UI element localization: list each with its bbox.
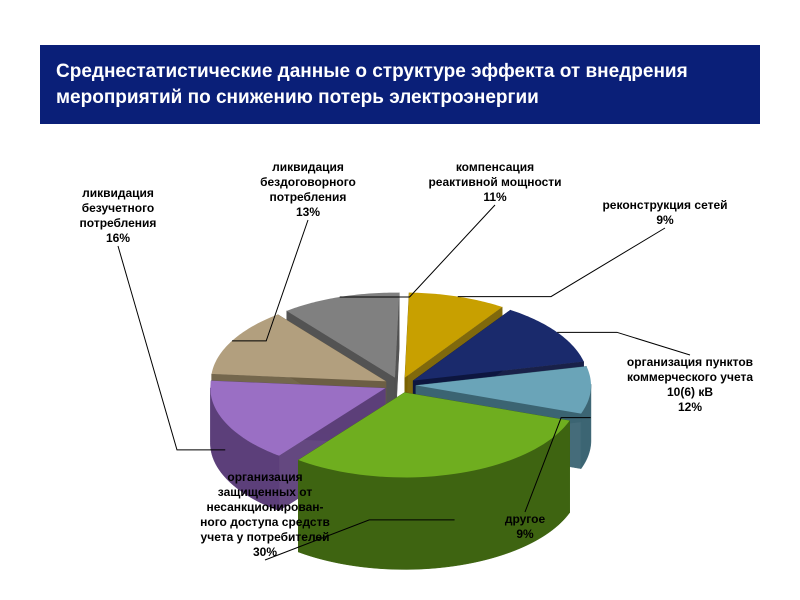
pie-slice-label: организация защищенных от несанкциониров…: [150, 470, 380, 560]
pie-slice-label: ликвидация бездоговорного потребления 13…: [228, 160, 388, 220]
pie-slice-label: другое 9%: [470, 512, 580, 542]
pie-slice-label: организация пунктов коммерческого учета …: [595, 355, 785, 415]
pie-chart-3d: ликвидация бездоговорного потребления 13…: [0, 160, 800, 590]
pie-slice-label: ликвидация безучетного потребления 16%: [48, 186, 188, 246]
slide-title: Среднестатистические данные о структуре …: [40, 45, 760, 124]
pie-slice-label: компенсация реактивной мощности 11%: [395, 160, 595, 205]
pie-slice-label: реконструкция сетей 9%: [570, 198, 760, 228]
